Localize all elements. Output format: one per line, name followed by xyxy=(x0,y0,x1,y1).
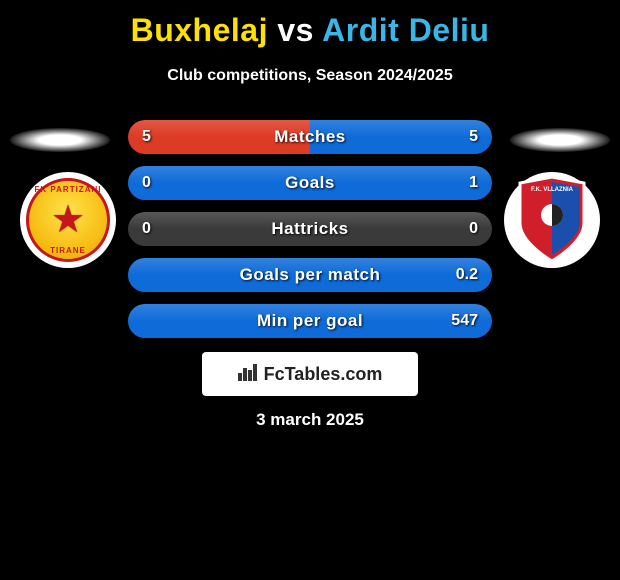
vllaznia-badge: F.K. VLLAZNIA xyxy=(516,177,588,263)
stat-row: Min per goal547 xyxy=(128,304,492,338)
badge1-text-bottom: TIRANE xyxy=(50,246,86,255)
stat-value-right: 547 xyxy=(451,312,478,330)
stat-label: Goals per match xyxy=(128,265,492,285)
stat-row: Goals0 1 xyxy=(128,166,492,200)
stat-label: Matches xyxy=(128,127,492,147)
stats-panel: Matches55Goals01Hattricks00Goals per mat… xyxy=(128,120,492,350)
bars-icon xyxy=(238,363,258,386)
left-club-badge: FK PARTIZANI ★ TIRANE xyxy=(20,172,116,268)
fctables-watermark[interactable]: FcTables.com xyxy=(202,352,418,396)
stat-row: Goals per match0.2 xyxy=(128,258,492,292)
stat-value-right: 0 xyxy=(469,220,478,238)
stat-label: Min per goal xyxy=(128,311,492,331)
partizani-badge: FK PARTIZANI ★ TIRANE xyxy=(26,178,110,262)
vs-label: vs xyxy=(277,12,314,48)
star-icon: ★ xyxy=(51,201,85,239)
stat-label: Goals xyxy=(128,173,492,193)
player2-name: Ardit Deliu xyxy=(322,12,489,48)
comparison-title: Buxhelaj vs Ardit Deliu xyxy=(0,0,620,49)
stat-label: Hattricks xyxy=(128,219,492,239)
left-avatar-halo xyxy=(10,128,110,152)
badge1-text-top: FK PARTIZANI xyxy=(35,185,102,194)
stat-value-left: 0 xyxy=(142,220,151,238)
watermark-text: FcTables.com xyxy=(264,364,383,385)
badge2-text: F.K. VLLAZNIA xyxy=(531,187,574,193)
stat-value-right: 5 xyxy=(469,128,478,146)
right-avatar-halo xyxy=(510,128,610,152)
stat-row: Hattricks0 0 xyxy=(128,212,492,246)
comparison-date: 3 march 2025 xyxy=(0,410,620,430)
player1-name: Buxhelaj xyxy=(131,12,268,48)
stat-value-left: 5 xyxy=(142,128,151,146)
right-club-badge: F.K. VLLAZNIA xyxy=(504,172,600,268)
stat-value-right: 0.2 xyxy=(456,266,478,284)
subtitle: Club competitions, Season 2024/2025 xyxy=(0,67,620,85)
stat-value-left: 0 xyxy=(142,174,151,192)
stat-row: Matches5 5 xyxy=(128,120,492,154)
stat-value-right: 1 xyxy=(469,174,478,192)
